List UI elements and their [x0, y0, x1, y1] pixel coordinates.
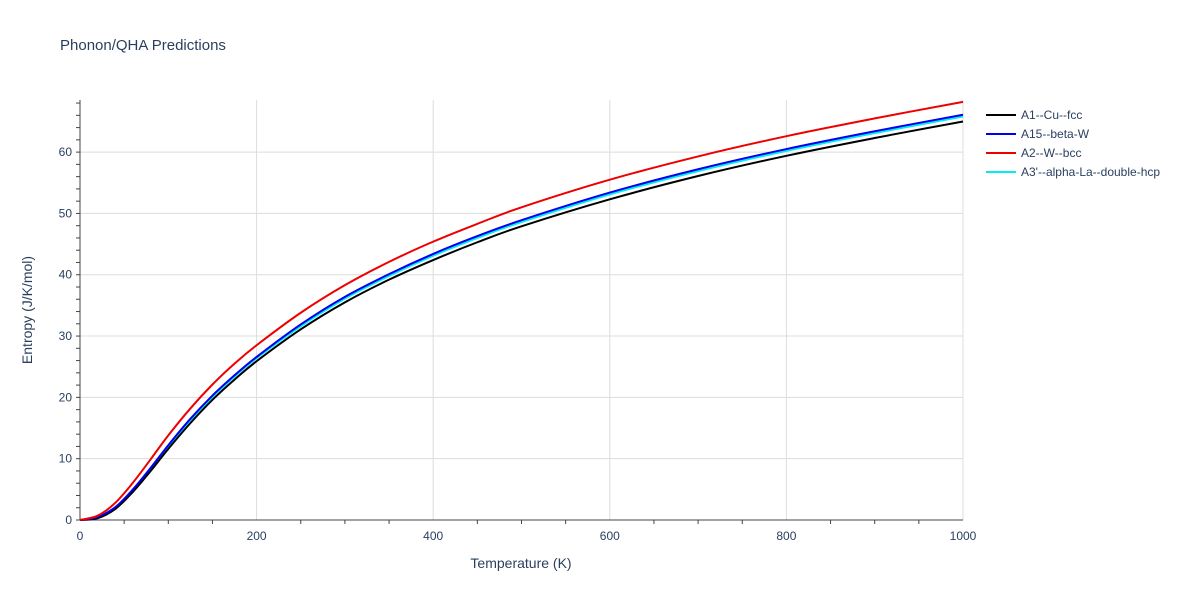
legend-label: A1--Cu--fcc — [1021, 108, 1082, 122]
legend-label: A2--W--bcc — [1021, 146, 1081, 160]
y-tick-label: 40 — [59, 268, 73, 282]
x-tick-label: 600 — [600, 529, 620, 543]
x-tick-label: 800 — [776, 529, 796, 543]
y-tick-label: 30 — [59, 329, 73, 343]
series-line-a15-beta-w — [79, 113, 964, 521]
grid — [80, 100, 964, 520]
x-tick-label: 0 — [77, 529, 84, 543]
y-tick-label: 20 — [59, 390, 73, 404]
axes: 0 200 400 600 800 1000 0 10 20 30 40 50 60 — [59, 100, 977, 543]
y-tick-label: 50 — [59, 206, 73, 220]
y-tick-label: 60 — [59, 145, 73, 159]
legend: A1--Cu--fcc A15--beta-W A2--W--bcc A3'--alp… — [986, 108, 1160, 179]
y-tick-label: 0 — [65, 513, 72, 527]
plot-area — [79, 100, 964, 521]
series-line-a2-w-bcc — [79, 100, 964, 521]
x-tick-label: 1000 — [950, 529, 977, 543]
x-axis-title: Temperature (K) — [470, 555, 571, 571]
x-tick-label: 200 — [247, 529, 267, 543]
series-line-a1-cu-fcc — [79, 120, 964, 521]
series-line-a3-alpha-la-double-hcp — [79, 115, 964, 521]
legend-label: A15--beta-W — [1021, 127, 1090, 141]
y-axis-title: Entropy (J/K/mol) — [19, 256, 35, 364]
x-tick-label: 400 — [423, 529, 443, 543]
legend-label: A3'--alpha-La--double-hcp — [1021, 165, 1160, 179]
chart-title: Phonon/QHA Predictions — [60, 37, 226, 54]
y-tick-label: 10 — [59, 452, 73, 466]
